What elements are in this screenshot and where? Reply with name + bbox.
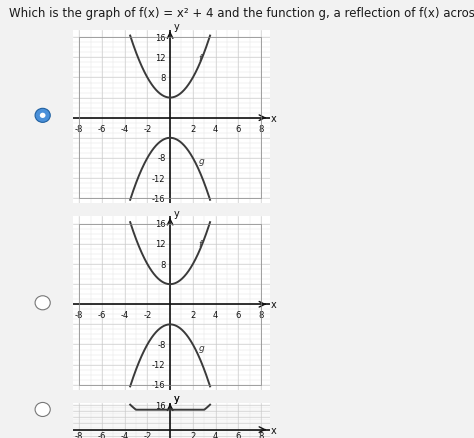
Text: 2: 2 <box>190 311 195 320</box>
Text: Which is the graph of f(x) = x² + 4 and the function g, a reflection of f(x) acr: Which is the graph of f(x) = x² + 4 and … <box>9 7 474 20</box>
Text: -16: -16 <box>152 380 165 389</box>
Text: -2: -2 <box>143 124 152 134</box>
Text: 2: 2 <box>190 431 195 438</box>
Text: 8: 8 <box>258 431 264 438</box>
Text: y: y <box>173 393 179 403</box>
Text: g: g <box>199 156 204 166</box>
Text: -6: -6 <box>98 124 106 134</box>
Text: 6: 6 <box>236 431 241 438</box>
Text: f: f <box>199 240 201 249</box>
Text: -4: -4 <box>120 124 129 134</box>
Text: -4: -4 <box>120 311 129 320</box>
Text: -12: -12 <box>152 360 165 369</box>
Text: 4: 4 <box>213 431 218 438</box>
Text: x: x <box>271 300 276 310</box>
Text: 6: 6 <box>236 311 241 320</box>
Text: -8: -8 <box>75 124 83 134</box>
Text: 16: 16 <box>155 34 165 42</box>
Text: 4: 4 <box>213 311 218 320</box>
Text: -6: -6 <box>98 311 106 320</box>
Text: -2: -2 <box>143 431 152 438</box>
Text: x: x <box>271 113 276 124</box>
Text: -16: -16 <box>152 194 165 203</box>
Text: y: y <box>173 208 179 218</box>
Text: y: y <box>173 393 179 403</box>
Text: -12: -12 <box>152 174 165 183</box>
Text: 16: 16 <box>155 401 165 410</box>
Text: 4: 4 <box>213 124 218 134</box>
Text: 6: 6 <box>236 124 241 134</box>
Text: -8: -8 <box>157 340 165 349</box>
Text: -2: -2 <box>143 311 152 320</box>
Text: 12: 12 <box>155 240 165 249</box>
Text: 2: 2 <box>190 124 195 134</box>
Text: g: g <box>199 343 204 352</box>
Text: 8: 8 <box>160 260 165 269</box>
Text: 8: 8 <box>258 311 264 320</box>
Text: y: y <box>173 22 179 32</box>
Text: x: x <box>271 424 276 434</box>
Text: 8: 8 <box>160 74 165 83</box>
Text: -6: -6 <box>98 431 106 438</box>
Text: -8: -8 <box>75 311 83 320</box>
Text: -4: -4 <box>120 431 129 438</box>
Text: 16: 16 <box>155 220 165 229</box>
Text: -8: -8 <box>157 154 165 163</box>
Text: 8: 8 <box>258 124 264 134</box>
Text: -8: -8 <box>75 431 83 438</box>
Text: f: f <box>199 54 201 63</box>
Text: 12: 12 <box>155 54 165 63</box>
